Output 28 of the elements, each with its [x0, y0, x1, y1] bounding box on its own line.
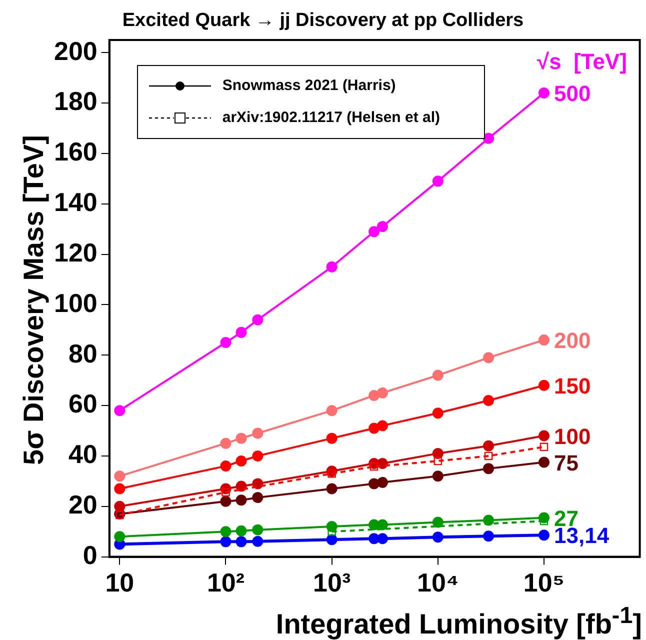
y-axis-title: 5σ Discovery Mass [TeV] — [18, 135, 50, 465]
x-axis-title: Integrated Luminosity [fb$^{-1}$] — [276, 602, 642, 640]
y-tick-label: 80 — [68, 338, 98, 368]
y-tick-label: 20 — [68, 490, 98, 520]
series-label: 200 — [554, 328, 591, 354]
y-tick-label: 200 — [54, 36, 98, 66]
series-label: 75 — [554, 450, 578, 476]
annotation: arXiv:1902.11217 (Helsen et al) — [222, 109, 440, 126]
key-box: Snowmass 2021 (Harris) arXiv:1902.11217 (Helsen et al) — [137, 65, 486, 139]
series-label: 500 — [554, 81, 591, 106]
y-tick-label: 0 — [82, 540, 98, 570]
y-tick-label: 100 — [54, 288, 98, 318]
legend-title: √s [TeV] — [537, 49, 627, 74]
y-tick-label: 40 — [68, 439, 98, 470]
y-tick-label: 140 — [54, 187, 98, 218]
chart-title: Excited Quark → jj Discovery at pp Colliders — [121, 10, 525, 32]
x-tick-label: 10³ — [313, 568, 351, 598]
y-tick-label: 160 — [54, 136, 98, 167]
y-tick-label: 120 — [54, 237, 98, 268]
y-tick-label: 180 — [54, 86, 98, 116]
x-tick-label: 10² — [206, 568, 245, 598]
annotation: Snowmass 2021 (Harris) — [222, 77, 396, 94]
series-label: 100 — [554, 424, 591, 449]
x-tick-label: 10⁵ — [523, 568, 565, 598]
x-tick-label: 10⁴ — [417, 568, 459, 598]
y-tick-label: 60 — [68, 388, 98, 419]
x-tick-label: 10 — [105, 568, 134, 598]
series-label: 150 — [554, 373, 591, 398]
